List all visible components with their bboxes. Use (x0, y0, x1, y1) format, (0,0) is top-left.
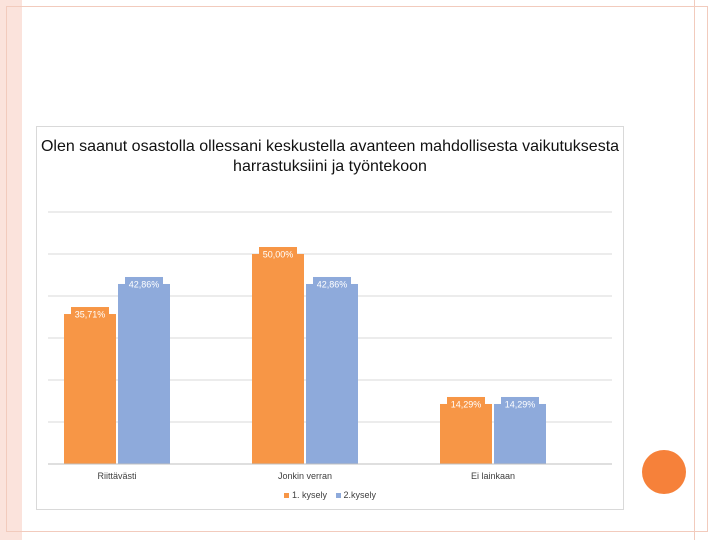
data-label: 50,00% (263, 250, 294, 260)
frame-left-band (0, 0, 22, 540)
data-label: 14,29% (505, 399, 536, 409)
legend-label-series-2: 2.kysely (343, 490, 377, 500)
legend-item-series-1: 1. kysely (283, 490, 327, 500)
category-label: Jonkin verran (278, 471, 332, 481)
bar-series-2 (118, 283, 170, 464)
data-label: 35,71% (75, 310, 106, 320)
legend-label-series-1: 1. kysely (291, 490, 327, 500)
slide-frame (6, 6, 708, 532)
bar-series-2 (306, 283, 358, 464)
data-label-bg (447, 396, 485, 411)
data-label: 42,86% (129, 279, 160, 289)
category-label: Riittävästi (97, 471, 136, 481)
data-label-bg (501, 396, 539, 411)
orange-circle-decoration (642, 450, 686, 494)
frame-right-line (694, 0, 695, 540)
data-label-bg (71, 307, 109, 322)
data-label: 42,86% (317, 279, 348, 289)
bar-series-2 (494, 403, 546, 464)
legend-swatch-series-1 (283, 493, 289, 499)
data-label-bg (259, 247, 297, 261)
data-label: 14,29% (451, 399, 482, 409)
data-label-bg (313, 276, 351, 291)
chart-legend: 1. kysely 2.kysely (36, 490, 624, 500)
legend-item-series-2: 2.kysely (335, 490, 377, 500)
bar-series-1 (440, 403, 492, 464)
category-label: Ei lainkaan (471, 471, 515, 481)
chart-title: Olen saanut osastolla ollessani keskuste… (40, 138, 620, 175)
legend-swatch-series-2 (335, 493, 341, 499)
bar-series-1 (64, 314, 116, 464)
data-label-bg (125, 276, 163, 291)
bar-series-1 (252, 254, 304, 464)
